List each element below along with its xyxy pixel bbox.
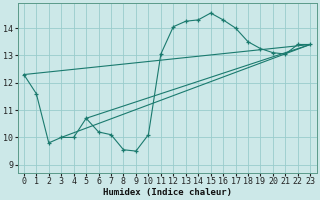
X-axis label: Humidex (Indice chaleur): Humidex (Indice chaleur) — [103, 188, 232, 197]
